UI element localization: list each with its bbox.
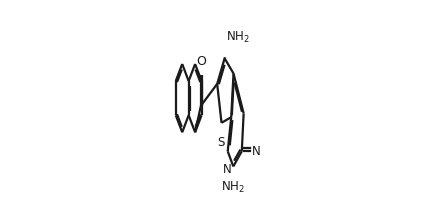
Text: N: N (252, 145, 260, 158)
Text: N: N (223, 163, 232, 176)
Text: S: S (217, 136, 224, 149)
Text: O: O (196, 55, 206, 68)
Text: NH$_2$: NH$_2$ (226, 30, 250, 45)
Text: NH$_2$: NH$_2$ (221, 180, 245, 195)
